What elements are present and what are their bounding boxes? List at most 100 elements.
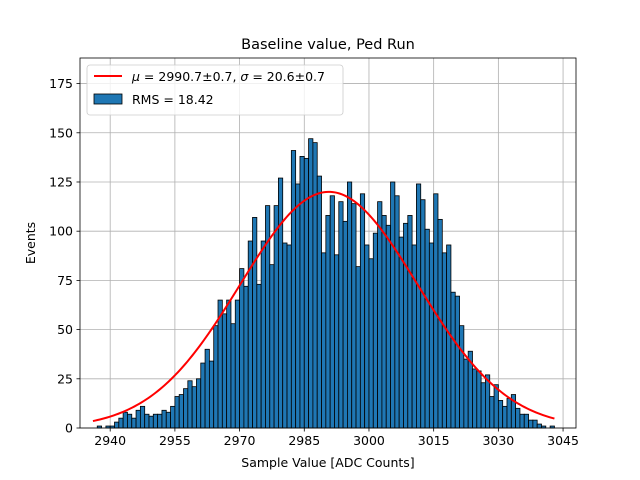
histogram-bar <box>536 423 542 429</box>
histogram-bar <box>290 150 297 429</box>
histogram-bar <box>316 175 322 429</box>
histogram-bar <box>515 407 521 429</box>
histogram-bar <box>325 215 331 429</box>
histogram-bar <box>277 177 284 429</box>
histogram-bar <box>148 415 154 429</box>
histogram-bar <box>342 220 348 429</box>
y-tick-label: 50 <box>57 322 73 337</box>
histogram-bar <box>454 295 460 429</box>
histogram-bar <box>252 217 258 429</box>
histogram-bar <box>407 215 413 429</box>
histogram-bar <box>347 181 353 429</box>
histogram-bar <box>135 409 141 429</box>
x-tick-label: 2955 <box>159 433 191 448</box>
histogram-bar <box>139 405 146 429</box>
fit-curve-layer <box>92 190 555 423</box>
histogram-bar <box>312 142 318 429</box>
histogram-bar <box>127 413 133 429</box>
histogram-bar <box>463 358 469 429</box>
histogram-bar <box>299 156 305 429</box>
histogram-bar <box>489 396 495 429</box>
histogram-bar <box>411 244 417 429</box>
histogram-bar <box>308 138 314 429</box>
histogram-bar <box>359 193 366 429</box>
histogram-bar <box>226 299 232 429</box>
legend-box <box>86 64 344 116</box>
histogram-bar <box>178 394 184 429</box>
histogram-bar <box>377 201 383 429</box>
histogram-bar <box>390 181 396 429</box>
histogram-bar <box>351 203 357 429</box>
histogram-bar <box>472 368 478 429</box>
histogram-bar <box>230 323 236 429</box>
histogram-bar <box>286 244 292 429</box>
histogram-bar <box>372 232 379 429</box>
histogram-bar <box>528 419 534 429</box>
legend-fit-label: μ = 2990.7±0.7, σ = 20.6±0.7 <box>131 69 325 84</box>
legend: μ = 2990.7±0.7, σ = 20.6±0.7 RMS = 18.42 <box>86 64 344 116</box>
x-tick-label: 3045 <box>547 433 579 448</box>
histogram-bar <box>506 398 512 429</box>
histogram-bar <box>122 411 128 429</box>
histogram-bar <box>221 313 228 429</box>
histogram-bar <box>334 254 340 429</box>
histogram-bar <box>381 215 387 429</box>
histogram-bar <box>204 348 210 429</box>
y-tick-label: 25 <box>57 371 73 386</box>
histogram-bar <box>243 285 249 429</box>
histogram-bar <box>213 325 219 429</box>
histogram-bar <box>329 195 335 429</box>
histogram-bar <box>165 411 171 429</box>
histogram-bar <box>398 236 404 429</box>
histogram-bar <box>118 417 124 429</box>
legend-histogram-label: RMS = 18.42 <box>132 92 214 107</box>
histogram-bar <box>152 413 159 429</box>
histogram-bar <box>424 228 430 429</box>
x-tick-label: 3000 <box>353 433 385 448</box>
histogram-bar <box>144 413 150 429</box>
y-tick-label: 75 <box>57 273 73 288</box>
histogram-bar <box>428 242 435 429</box>
histogram-bar <box>260 240 266 429</box>
histogram-bar <box>282 242 288 429</box>
y-axis-ticks: 0 25 50 75 100 125 150 175 <box>49 76 80 436</box>
y-tick-label: 125 <box>49 174 73 189</box>
histogram-bar <box>394 195 400 429</box>
histogram-bar <box>502 405 508 429</box>
histogram-bar <box>441 252 448 429</box>
histogram-bar <box>355 266 361 429</box>
histogram-bar <box>196 378 202 429</box>
histogram-bar <box>234 299 240 429</box>
histogram-bar <box>476 370 482 429</box>
histogram-bar <box>183 388 189 429</box>
chart-title: Baseline value, Ped Run <box>241 37 415 53</box>
histogram-bar <box>208 360 215 429</box>
histogram-bar <box>416 183 422 429</box>
histogram-bar <box>497 400 504 429</box>
histogram-bar <box>459 325 465 429</box>
plot-frame <box>79 57 577 429</box>
histogram-bar <box>532 419 538 429</box>
histogram-bar <box>295 183 301 429</box>
histogram-bar <box>239 268 245 429</box>
histogram-bar <box>174 396 180 429</box>
x-tick-label: 3015 <box>418 433 450 448</box>
histogram-bar <box>493 384 499 429</box>
y-axis-label: Events <box>23 222 38 264</box>
histogram-bar <box>273 205 279 429</box>
histogram-bar <box>338 201 344 429</box>
histogram-bar <box>269 264 275 429</box>
x-tick-label: 2985 <box>288 433 320 448</box>
histogram-bar <box>480 382 486 429</box>
y-tick-label: 0 <box>65 421 73 436</box>
x-tick-label: 2970 <box>224 433 256 448</box>
y-tick-label: 175 <box>49 76 73 91</box>
histogram-bar <box>170 405 176 429</box>
x-tick-label: 2940 <box>94 433 126 448</box>
histogram-bar <box>131 417 137 429</box>
x-tick-label: 3030 <box>482 433 514 448</box>
x-axis-label: Sample Value [ADC Counts] <box>241 455 414 470</box>
legend-histogram-swatch <box>93 93 123 105</box>
histogram-bar <box>157 413 163 429</box>
